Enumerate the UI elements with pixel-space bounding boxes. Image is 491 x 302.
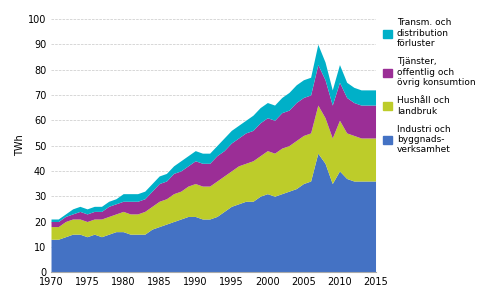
Y-axis label: TWh: TWh (15, 135, 25, 156)
Legend: Transm. och
distribution
förluster, Tjänster,
offentlig och
övrig konsumtion, Hu: Transm. och distribution förluster, Tjän… (383, 18, 475, 154)
